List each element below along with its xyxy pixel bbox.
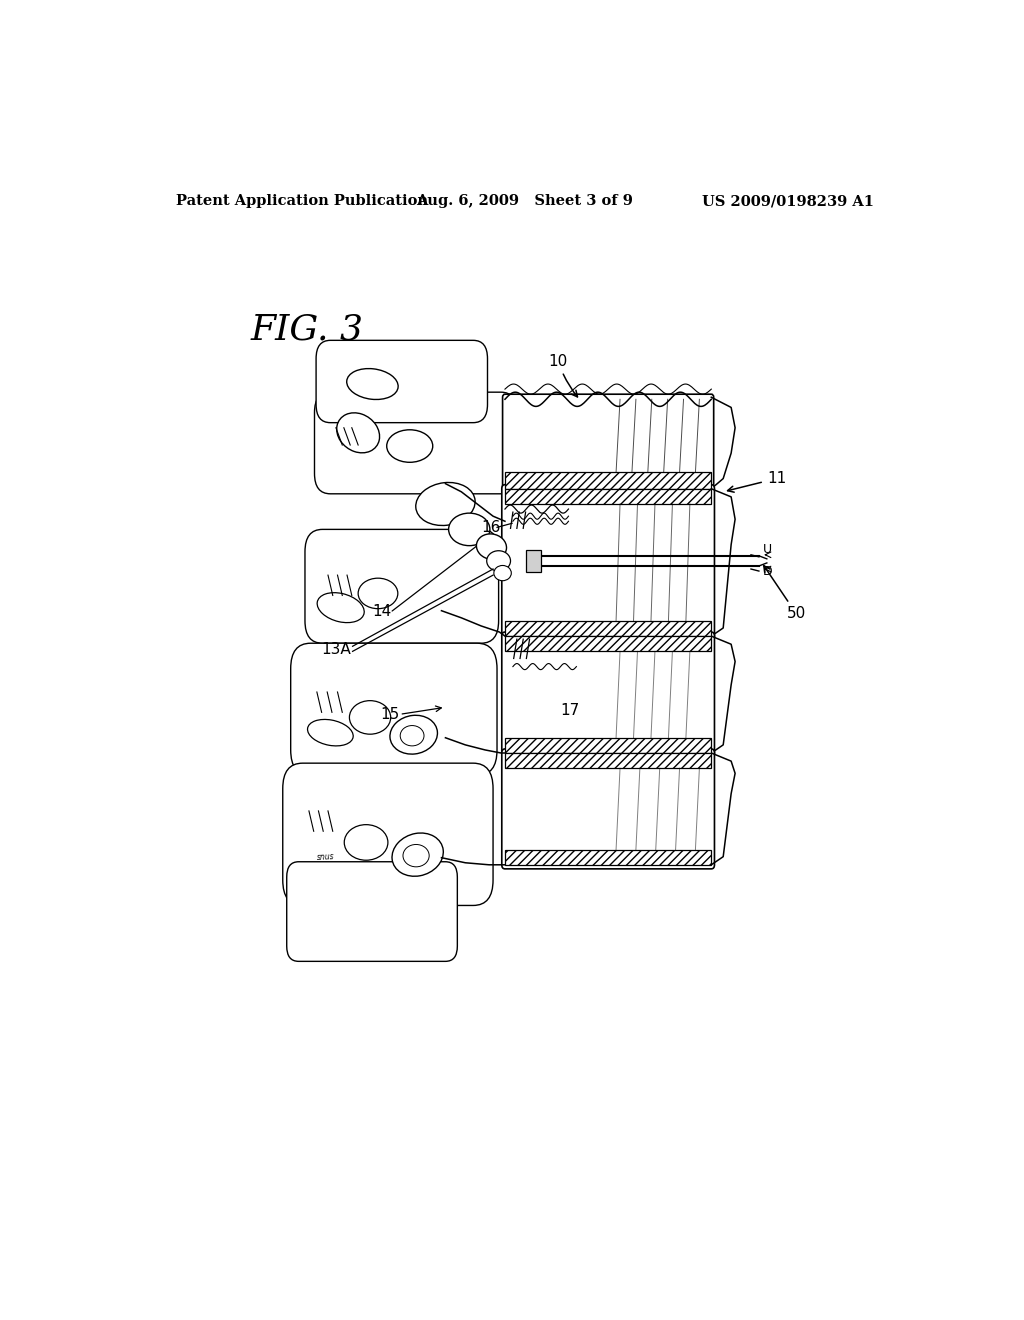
Ellipse shape xyxy=(449,513,489,545)
FancyBboxPatch shape xyxy=(314,392,517,494)
Ellipse shape xyxy=(403,845,429,867)
Text: 14: 14 xyxy=(373,603,391,619)
Text: Aug. 6, 2009   Sheet 3 of 9: Aug. 6, 2009 Sheet 3 of 9 xyxy=(417,194,633,209)
Text: 16: 16 xyxy=(481,520,501,536)
Text: Patent Application Publication: Patent Application Publication xyxy=(176,194,428,209)
FancyBboxPatch shape xyxy=(502,484,715,640)
FancyBboxPatch shape xyxy=(283,763,494,906)
FancyBboxPatch shape xyxy=(502,748,715,869)
Text: 15: 15 xyxy=(380,708,399,722)
Bar xyxy=(505,752,712,768)
Ellipse shape xyxy=(387,430,433,462)
FancyBboxPatch shape xyxy=(291,643,497,775)
Text: 10: 10 xyxy=(549,354,578,397)
Text: D: D xyxy=(763,565,772,578)
Ellipse shape xyxy=(337,413,380,453)
Ellipse shape xyxy=(307,719,353,746)
FancyBboxPatch shape xyxy=(287,862,458,961)
FancyBboxPatch shape xyxy=(503,395,714,492)
Bar xyxy=(505,738,712,752)
Text: snus: snus xyxy=(316,851,335,862)
FancyBboxPatch shape xyxy=(305,529,499,643)
Text: 11: 11 xyxy=(728,471,786,492)
Ellipse shape xyxy=(390,715,437,754)
FancyBboxPatch shape xyxy=(316,341,487,422)
Text: US 2009/0198239 A1: US 2009/0198239 A1 xyxy=(702,194,873,209)
Text: 13A: 13A xyxy=(321,643,350,657)
Bar xyxy=(505,850,712,865)
Bar xyxy=(526,549,541,572)
Ellipse shape xyxy=(392,833,443,876)
Ellipse shape xyxy=(494,565,511,581)
Ellipse shape xyxy=(486,550,511,572)
Ellipse shape xyxy=(344,825,388,861)
Bar xyxy=(505,636,712,651)
Ellipse shape xyxy=(476,533,507,560)
Text: FIG. 3: FIG. 3 xyxy=(251,313,364,346)
Ellipse shape xyxy=(347,368,398,400)
Text: U: U xyxy=(763,543,772,556)
Text: 50: 50 xyxy=(764,566,806,622)
Text: 17: 17 xyxy=(560,704,580,718)
Ellipse shape xyxy=(349,701,391,734)
Bar xyxy=(505,488,712,504)
Ellipse shape xyxy=(358,578,398,609)
FancyBboxPatch shape xyxy=(502,632,715,758)
Bar xyxy=(505,620,712,636)
Ellipse shape xyxy=(400,726,424,746)
Ellipse shape xyxy=(416,482,475,525)
Ellipse shape xyxy=(317,593,365,623)
Bar xyxy=(505,473,712,488)
